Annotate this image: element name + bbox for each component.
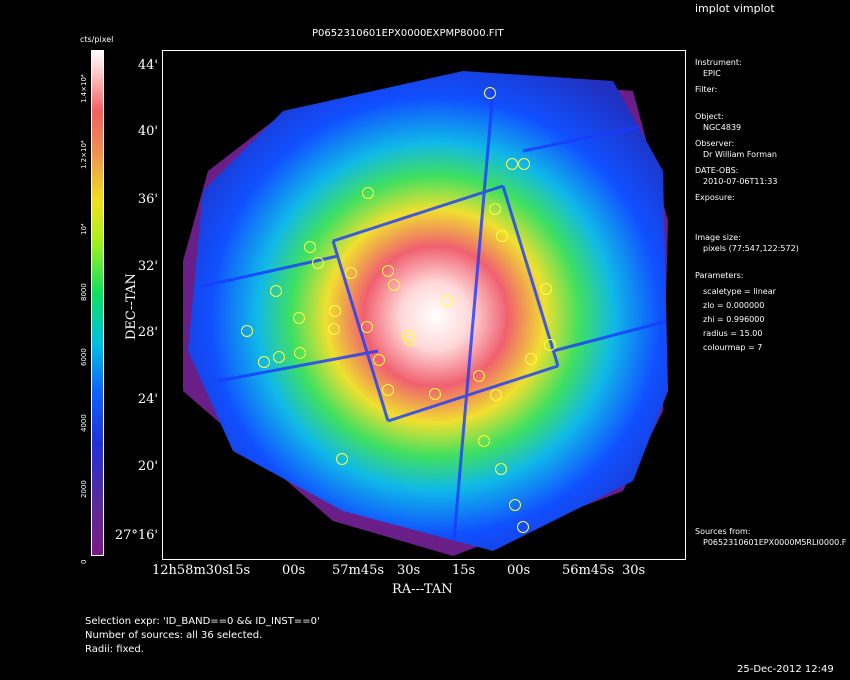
colorbar-tick-label: 4000: [80, 414, 88, 432]
plot-title: P0652310601EPX0000EXPMP8000.FIT: [312, 28, 504, 39]
instrument-label: Instrument:: [695, 58, 742, 67]
y-tick-label: 32': [137, 259, 158, 274]
radii-text: Radii: fixed.: [85, 644, 144, 655]
source-circle: [270, 285, 282, 297]
image-canvas: [183, 71, 668, 556]
x-tick-label: 30s: [397, 563, 421, 578]
y-tick-label: 36': [137, 192, 158, 207]
colorbar-unit-label: cts/pixel: [80, 35, 114, 44]
number-of-sources: Number of sources: all 36 selected.: [85, 630, 263, 641]
param-zhi: zhi = 0.996000: [703, 315, 765, 324]
colorbar-tick-label: 1.4×10⁴: [80, 74, 88, 103]
image-size-value: pixels (77:547,122:572): [703, 244, 799, 253]
colorbar-tick-label: 2000: [80, 480, 88, 498]
source-circle: [517, 521, 529, 533]
source-circle: [382, 265, 394, 277]
x-tick-label: 30s: [622, 563, 646, 578]
source-circle: [373, 354, 385, 366]
source-circle: [361, 321, 373, 333]
source-circle: [540, 283, 552, 295]
source-circle: [525, 353, 537, 365]
y-tick-label: 20': [137, 459, 158, 474]
source-circle: [490, 389, 502, 401]
source-circle: [495, 463, 507, 475]
filter-label: Filter:: [695, 85, 718, 94]
x-tick-label: 57m45s: [332, 563, 385, 578]
source-circle: [473, 370, 485, 382]
colorbar-tick-label: 1.2×10⁴: [80, 140, 88, 169]
exposure-label: Exposure:: [695, 193, 735, 202]
x-tick-label: 00s: [282, 563, 306, 578]
source-circle: [241, 325, 253, 337]
param-radius: radius = 15.00: [703, 329, 763, 338]
y-tick-label: 28': [137, 325, 158, 340]
colorbar-tick-label: 6000: [80, 348, 88, 366]
source-circle: [294, 347, 306, 359]
x-tick-label: 15s: [227, 563, 251, 578]
source-circle: [336, 453, 348, 465]
source-circle: [328, 323, 340, 335]
instrument-value: EPIC: [703, 69, 721, 78]
source-circle: [402, 330, 414, 342]
source-circle: [312, 257, 324, 269]
y-tick-label: 27°16': [114, 528, 158, 543]
source-circle: [518, 158, 530, 170]
intensity-field: [188, 71, 668, 551]
source-circle: [345, 267, 357, 279]
colorbar: [91, 50, 104, 556]
selection-expression: Selection expr: 'ID_BAND==0 && ID_INST==…: [85, 616, 320, 627]
sources-value: P0652310601EPX0000M5RLI0000.F: [703, 538, 847, 547]
source-circle: [382, 384, 394, 396]
y-tick-label: 44': [137, 58, 158, 73]
observer-value: Dr William Forman: [703, 150, 777, 159]
window-title: implot vimplot: [695, 2, 775, 15]
x-tick-label: 56m45s: [562, 563, 615, 578]
sources-label: Sources from:: [695, 527, 751, 536]
source-circle: [506, 158, 518, 170]
date-label: DATE-OBS:: [695, 166, 739, 175]
source-circle: [509, 499, 521, 511]
param-scaletype: scaletype = linear: [703, 287, 776, 296]
param-colourmap: colourmap = 7: [703, 343, 763, 352]
source-circle: [484, 87, 496, 99]
source-circle: [362, 187, 374, 199]
source-circle: [489, 203, 501, 215]
object-value: NGC4839: [703, 123, 742, 132]
observer-label: Observer:: [695, 139, 735, 148]
source-circle: [496, 230, 508, 242]
source-circle: [544, 339, 556, 351]
image-size-label: Image size:: [695, 233, 741, 242]
y-tick-label: 40': [137, 124, 158, 139]
param-zlo: zlo = 0.000000: [703, 301, 765, 310]
source-circles: [241, 87, 556, 533]
colorbar-tick-label: 0: [80, 559, 88, 564]
parameters-label: Parameters:: [695, 271, 744, 280]
image-plot[interactable]: [162, 50, 686, 560]
x-axis-label: RA---TAN: [392, 582, 453, 597]
x-tick-label: 15s: [452, 563, 476, 578]
x-tick-label: 12h58m30s: [152, 563, 229, 578]
source-circle: [429, 388, 441, 400]
colorbar-tick-label: 8000: [80, 283, 88, 301]
source-circle: [388, 279, 400, 291]
x-tick-label: 00s: [507, 563, 531, 578]
colorbar-tick-label: 10⁴: [80, 223, 88, 235]
chip-gaps: [202, 90, 668, 551]
source-circle: [441, 295, 453, 307]
timestamp: 25-Dec-2012 12:49: [737, 664, 834, 675]
object-label: Object:: [695, 112, 724, 121]
source-circle: [273, 351, 285, 363]
source-circle: [258, 356, 270, 368]
source-circle: [304, 241, 316, 253]
source-circle: [329, 305, 341, 317]
source-circle: [478, 435, 490, 447]
y-axis-label: DEC--TAN: [124, 273, 139, 340]
date-value: 2010-07-06T11:33: [703, 177, 778, 186]
y-tick-label: 24': [137, 392, 158, 407]
source-circle: [293, 312, 305, 324]
